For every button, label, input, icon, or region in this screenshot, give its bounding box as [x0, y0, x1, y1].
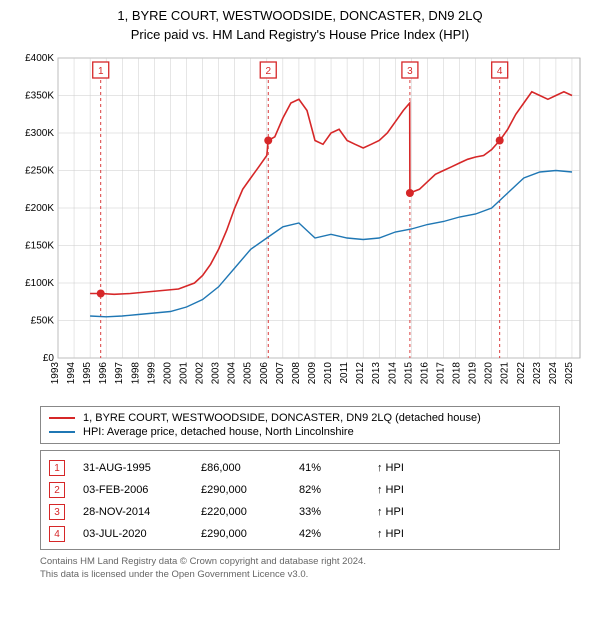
credits: Contains HM Land Registry data © Crown c… [40, 556, 560, 582]
svg-text:2023: 2023 [532, 362, 543, 385]
svg-text:£100K: £100K [25, 278, 54, 289]
svg-text:1998: 1998 [130, 362, 141, 385]
credits-line: This data is licensed under the Open Gov… [40, 569, 560, 582]
svg-text:£50K: £50K [31, 316, 55, 327]
event-arrow: ↑ HPI [377, 528, 404, 540]
svg-text:2007: 2007 [275, 362, 286, 385]
svg-text:2017: 2017 [435, 362, 446, 385]
svg-text:2019: 2019 [468, 362, 479, 385]
svg-text:2012: 2012 [355, 362, 366, 385]
svg-text:2010: 2010 [323, 362, 334, 385]
svg-text:£200K: £200K [25, 203, 54, 214]
event-price: £290,000 [201, 484, 281, 496]
event-price: £290,000 [201, 528, 281, 540]
event-marker: 1 [49, 460, 65, 476]
svg-text:2024: 2024 [548, 362, 559, 385]
svg-text:2021: 2021 [500, 362, 511, 385]
event-marker: 4 [49, 526, 65, 542]
event-date: 28-NOV-2014 [83, 506, 183, 518]
chart-svg: £0£50K£100K£150K£200K£250K£300K£350K£400… [10, 48, 590, 398]
event-pct: 82% [299, 484, 359, 496]
svg-text:2018: 2018 [452, 362, 463, 385]
svg-text:£300K: £300K [25, 128, 54, 139]
event-row: 4 03-JUL-2020 £290,000 42% ↑ HPI [49, 523, 551, 545]
chart-container: 1, BYRE COURT, WESTWOODSIDE, DONCASTER, … [0, 0, 600, 620]
svg-text:1996: 1996 [98, 362, 109, 385]
svg-text:2009: 2009 [307, 362, 318, 385]
svg-text:2025: 2025 [564, 362, 575, 385]
event-date: 03-JUL-2020 [83, 528, 183, 540]
event-pct: 33% [299, 506, 359, 518]
svg-text:4: 4 [497, 66, 503, 77]
event-arrow: ↑ HPI [377, 462, 404, 474]
svg-text:£400K: £400K [25, 53, 54, 64]
event-price: £220,000 [201, 506, 281, 518]
svg-text:2006: 2006 [259, 362, 270, 385]
svg-text:2014: 2014 [387, 362, 398, 385]
event-pct: 42% [299, 528, 359, 540]
svg-text:2002: 2002 [195, 362, 206, 385]
legend-swatch [49, 431, 75, 433]
svg-text:£250K: £250K [25, 166, 54, 177]
svg-text:2015: 2015 [403, 362, 414, 385]
event-row: 2 03-FEB-2006 £290,000 82% ↑ HPI [49, 479, 551, 501]
svg-text:2001: 2001 [178, 362, 189, 385]
svg-text:1997: 1997 [114, 362, 125, 385]
svg-text:1993: 1993 [50, 362, 61, 385]
svg-text:2000: 2000 [162, 362, 173, 385]
event-row: 1 31-AUG-1995 £86,000 41% ↑ HPI [49, 457, 551, 479]
event-arrow: ↑ HPI [377, 506, 404, 518]
chart-title: 1, BYRE COURT, WESTWOODSIDE, DONCASTER, … [10, 8, 590, 23]
event-marker: 3 [49, 504, 65, 520]
svg-text:2004: 2004 [227, 362, 238, 385]
event-pct: 41% [299, 462, 359, 474]
legend-label: HPI: Average price, detached house, Nort… [83, 426, 354, 438]
events-table: 1 31-AUG-1995 £86,000 41% ↑ HPI 2 03-FEB-2006 £… [40, 450, 560, 550]
credits-line: Contains HM Land Registry data © Crown c… [40, 556, 560, 569]
legend-box: 1, BYRE COURT, WESTWOODSIDE, DONCASTER, … [40, 406, 560, 444]
svg-text:2008: 2008 [291, 362, 302, 385]
svg-text:1995: 1995 [82, 362, 93, 385]
svg-text:1: 1 [98, 66, 104, 77]
svg-text:3: 3 [407, 66, 413, 77]
svg-text:1999: 1999 [146, 362, 157, 385]
event-marker: 2 [49, 482, 65, 498]
svg-text:£150K: £150K [25, 241, 54, 252]
event-date: 31-AUG-1995 [83, 462, 183, 474]
chart-plot-area: £0£50K£100K£150K£200K£250K£300K£350K£400… [10, 48, 590, 398]
svg-text:2: 2 [265, 66, 271, 77]
legend-row: HPI: Average price, detached house, Nort… [49, 425, 551, 439]
event-date: 03-FEB-2006 [83, 484, 183, 496]
legend-label: 1, BYRE COURT, WESTWOODSIDE, DONCASTER, … [83, 412, 481, 424]
event-row: 3 28-NOV-2014 £220,000 33% ↑ HPI [49, 501, 551, 523]
svg-text:2016: 2016 [419, 362, 430, 385]
svg-text:2013: 2013 [371, 362, 382, 385]
svg-text:2011: 2011 [339, 362, 350, 384]
svg-text:2005: 2005 [243, 362, 254, 385]
svg-text:1994: 1994 [66, 362, 77, 385]
legend-row: 1, BYRE COURT, WESTWOODSIDE, DONCASTER, … [49, 411, 551, 425]
event-price: £86,000 [201, 462, 281, 474]
event-arrow: ↑ HPI [377, 484, 404, 496]
legend-swatch [49, 417, 75, 419]
svg-text:2003: 2003 [211, 362, 222, 385]
svg-text:£350K: £350K [25, 91, 54, 102]
svg-text:2020: 2020 [484, 362, 495, 385]
chart-subtitle: Price paid vs. HM Land Registry's House … [10, 27, 590, 42]
svg-text:2022: 2022 [516, 362, 527, 385]
